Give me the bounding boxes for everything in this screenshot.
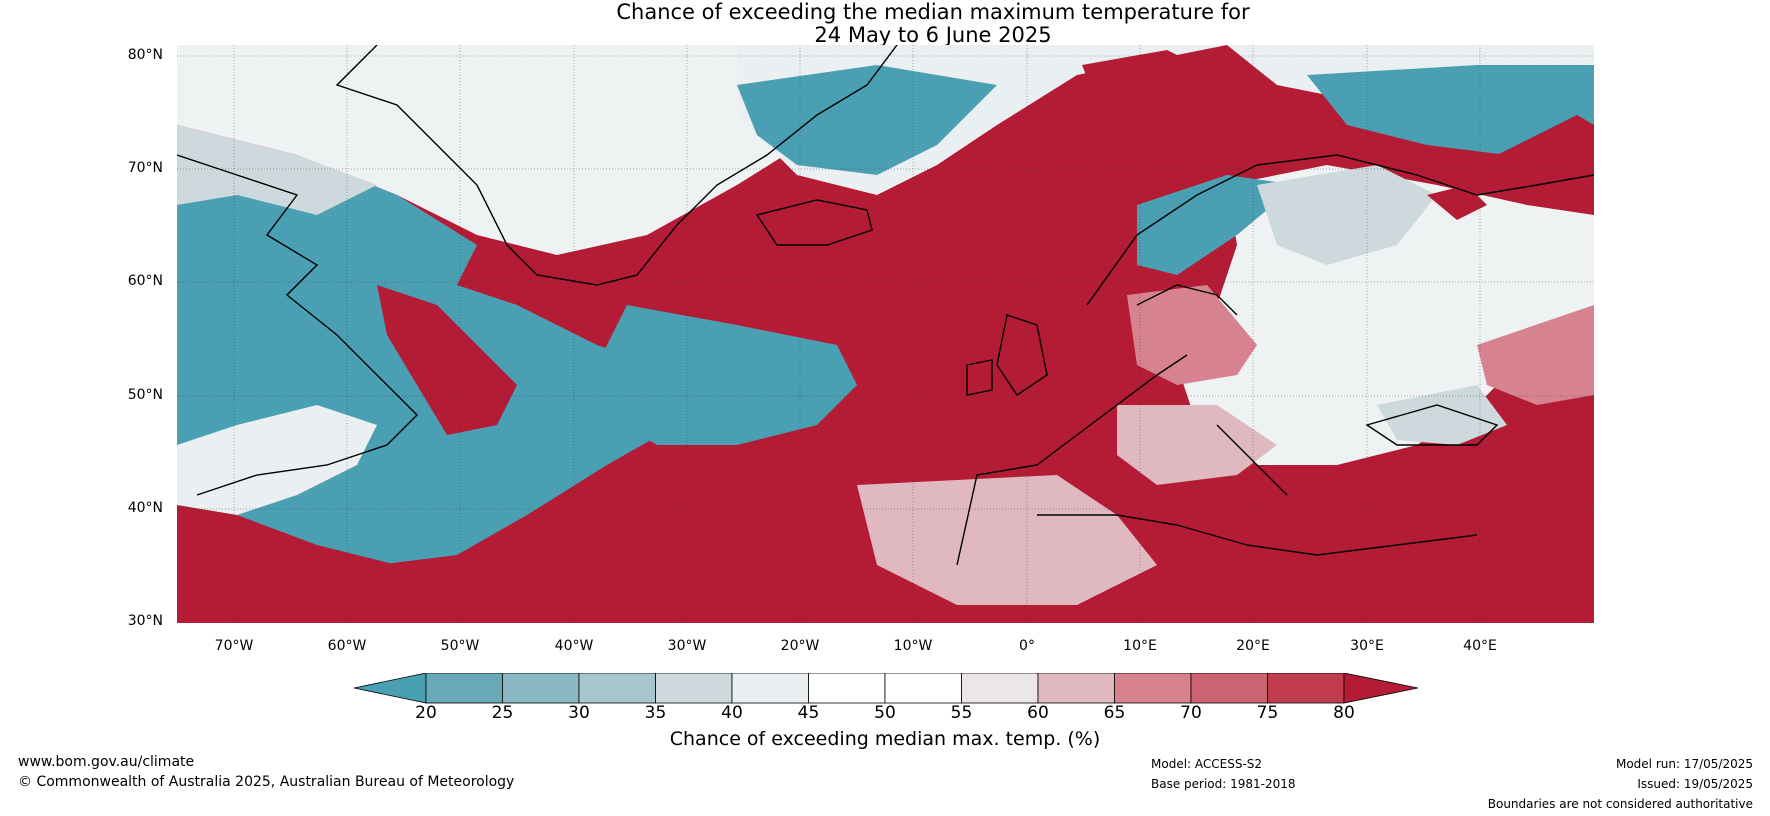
model-run-text: Model run: 17/05/2025 — [1615, 757, 1753, 771]
lon-label-60w: 60°W — [327, 638, 367, 654]
colorbar-arrow-low — [354, 673, 427, 704]
colorbar-tick-label: 35 — [644, 703, 667, 723]
colorbar-tick-label: 30 — [568, 703, 590, 723]
lat-label-30n: 30°N — [127, 613, 163, 629]
us-east-warm — [177, 505, 397, 623]
lon-label-0: 0° — [1019, 638, 1035, 654]
colorbar-tick-label: 70 — [1180, 703, 1202, 723]
lat-label-80n: 80°N — [127, 47, 163, 63]
colorbar-segment — [1037, 673, 1115, 704]
barents-cool-band — [1307, 65, 1594, 155]
lon-label-10w: 10°W — [893, 638, 933, 654]
colorbar-segment — [808, 673, 886, 704]
colorbar-tick-label: 55 — [950, 703, 973, 723]
colorbar-tick-label: 75 — [1256, 703, 1279, 723]
issued-text: Issued: 19/05/2025 — [1637, 777, 1753, 791]
us-east-neutral — [177, 405, 377, 515]
greenland-region — [177, 45, 877, 255]
colorbar-tick-label: 45 — [797, 703, 820, 723]
map-title-line2: 24 May to 6 June 2025 — [814, 23, 1052, 47]
mid-atlantic-cool — [597, 305, 857, 445]
colorbar-tick-label: 20 — [415, 703, 437, 723]
colorbar-label-wrap: Chance of exceeding median max. temp. (%… — [0, 728, 1770, 750]
colorbar-tick-label: 40 — [721, 703, 743, 723]
colorbar-segment — [884, 673, 962, 704]
colorbar-tick-label: 60 — [1027, 703, 1049, 723]
kola-warm — [1487, 115, 1594, 215]
lat-label-60n: 60°N — [127, 273, 163, 289]
colorbar-segments — [354, 673, 1418, 704]
lon-label-20w: 20°W — [780, 638, 820, 654]
colorbar — [354, 673, 1418, 704]
north-africa-transition — [857, 475, 1157, 605]
colorbar-segment — [961, 673, 1039, 704]
lon-label-70w: 70°W — [214, 638, 254, 654]
lon-label-30w: 30°W — [667, 638, 707, 654]
colorbar-segment — [578, 673, 656, 704]
svalbard-warm — [1082, 50, 1207, 105]
graticule — [177, 45, 1594, 623]
colorbar-segment — [1267, 673, 1345, 704]
lon-label-40e: 40°E — [1463, 638, 1497, 654]
lon-label-50w: 50°W — [440, 638, 480, 654]
lon-label-40w: 40°W — [554, 638, 594, 654]
colorbar-arrow-high — [1343, 673, 1418, 704]
map-title-line1: Chance of exceeding the median maximum t… — [616, 0, 1250, 24]
disclaimer-text: Boundaries are not considered authoritat… — [1487, 797, 1753, 811]
caspian-transition — [1477, 305, 1594, 405]
colorbar-segment — [731, 673, 809, 704]
colorbar-segment — [655, 673, 733, 704]
lon-label-30e: 30°E — [1350, 638, 1384, 654]
colorbar-tick-label: 25 — [491, 703, 514, 723]
baffin-region — [177, 125, 377, 215]
copyright-text: © Commonwealth of Australia 2025, Austra… — [18, 774, 515, 790]
colorbar-segment — [425, 673, 503, 704]
colorbar-label: Chance of exceeding median max. temp. (%… — [669, 728, 1101, 750]
base-period-text: Base period: 1981-2018 — [1151, 777, 1296, 791]
temperature-map — [177, 45, 1594, 623]
scandinavia-cool — [1137, 175, 1297, 275]
colorbar-segment — [1190, 673, 1268, 704]
colorbar-tick-label: 65 — [1103, 703, 1126, 723]
colorbar-segment — [502, 673, 580, 704]
colorbar-tick-label: 50 — [874, 703, 896, 723]
arctic-cool-band — [737, 65, 997, 175]
website-link[interactable]: www.bom.gov.au/climate — [18, 754, 195, 770]
labrador-sea-warm — [377, 285, 517, 435]
lat-label-70n: 70°N — [127, 160, 163, 176]
lat-label-40n: 40°N — [127, 500, 163, 516]
finland-region — [1257, 165, 1437, 265]
black-sea-region — [1377, 385, 1507, 445]
alps-transition — [1117, 405, 1277, 485]
colorbar-segment — [1114, 673, 1192, 704]
lon-label-20e: 20°E — [1236, 638, 1270, 654]
model-text: Model: ACCESS-S2 — [1151, 757, 1263, 771]
lat-label-50n: 50°N — [127, 387, 163, 403]
colorbar-tick-label: 80 — [1333, 703, 1355, 723]
lon-label-10e: 10°E — [1123, 638, 1157, 654]
germany-transition — [1127, 285, 1257, 385]
coastlines — [177, 45, 1594, 566]
